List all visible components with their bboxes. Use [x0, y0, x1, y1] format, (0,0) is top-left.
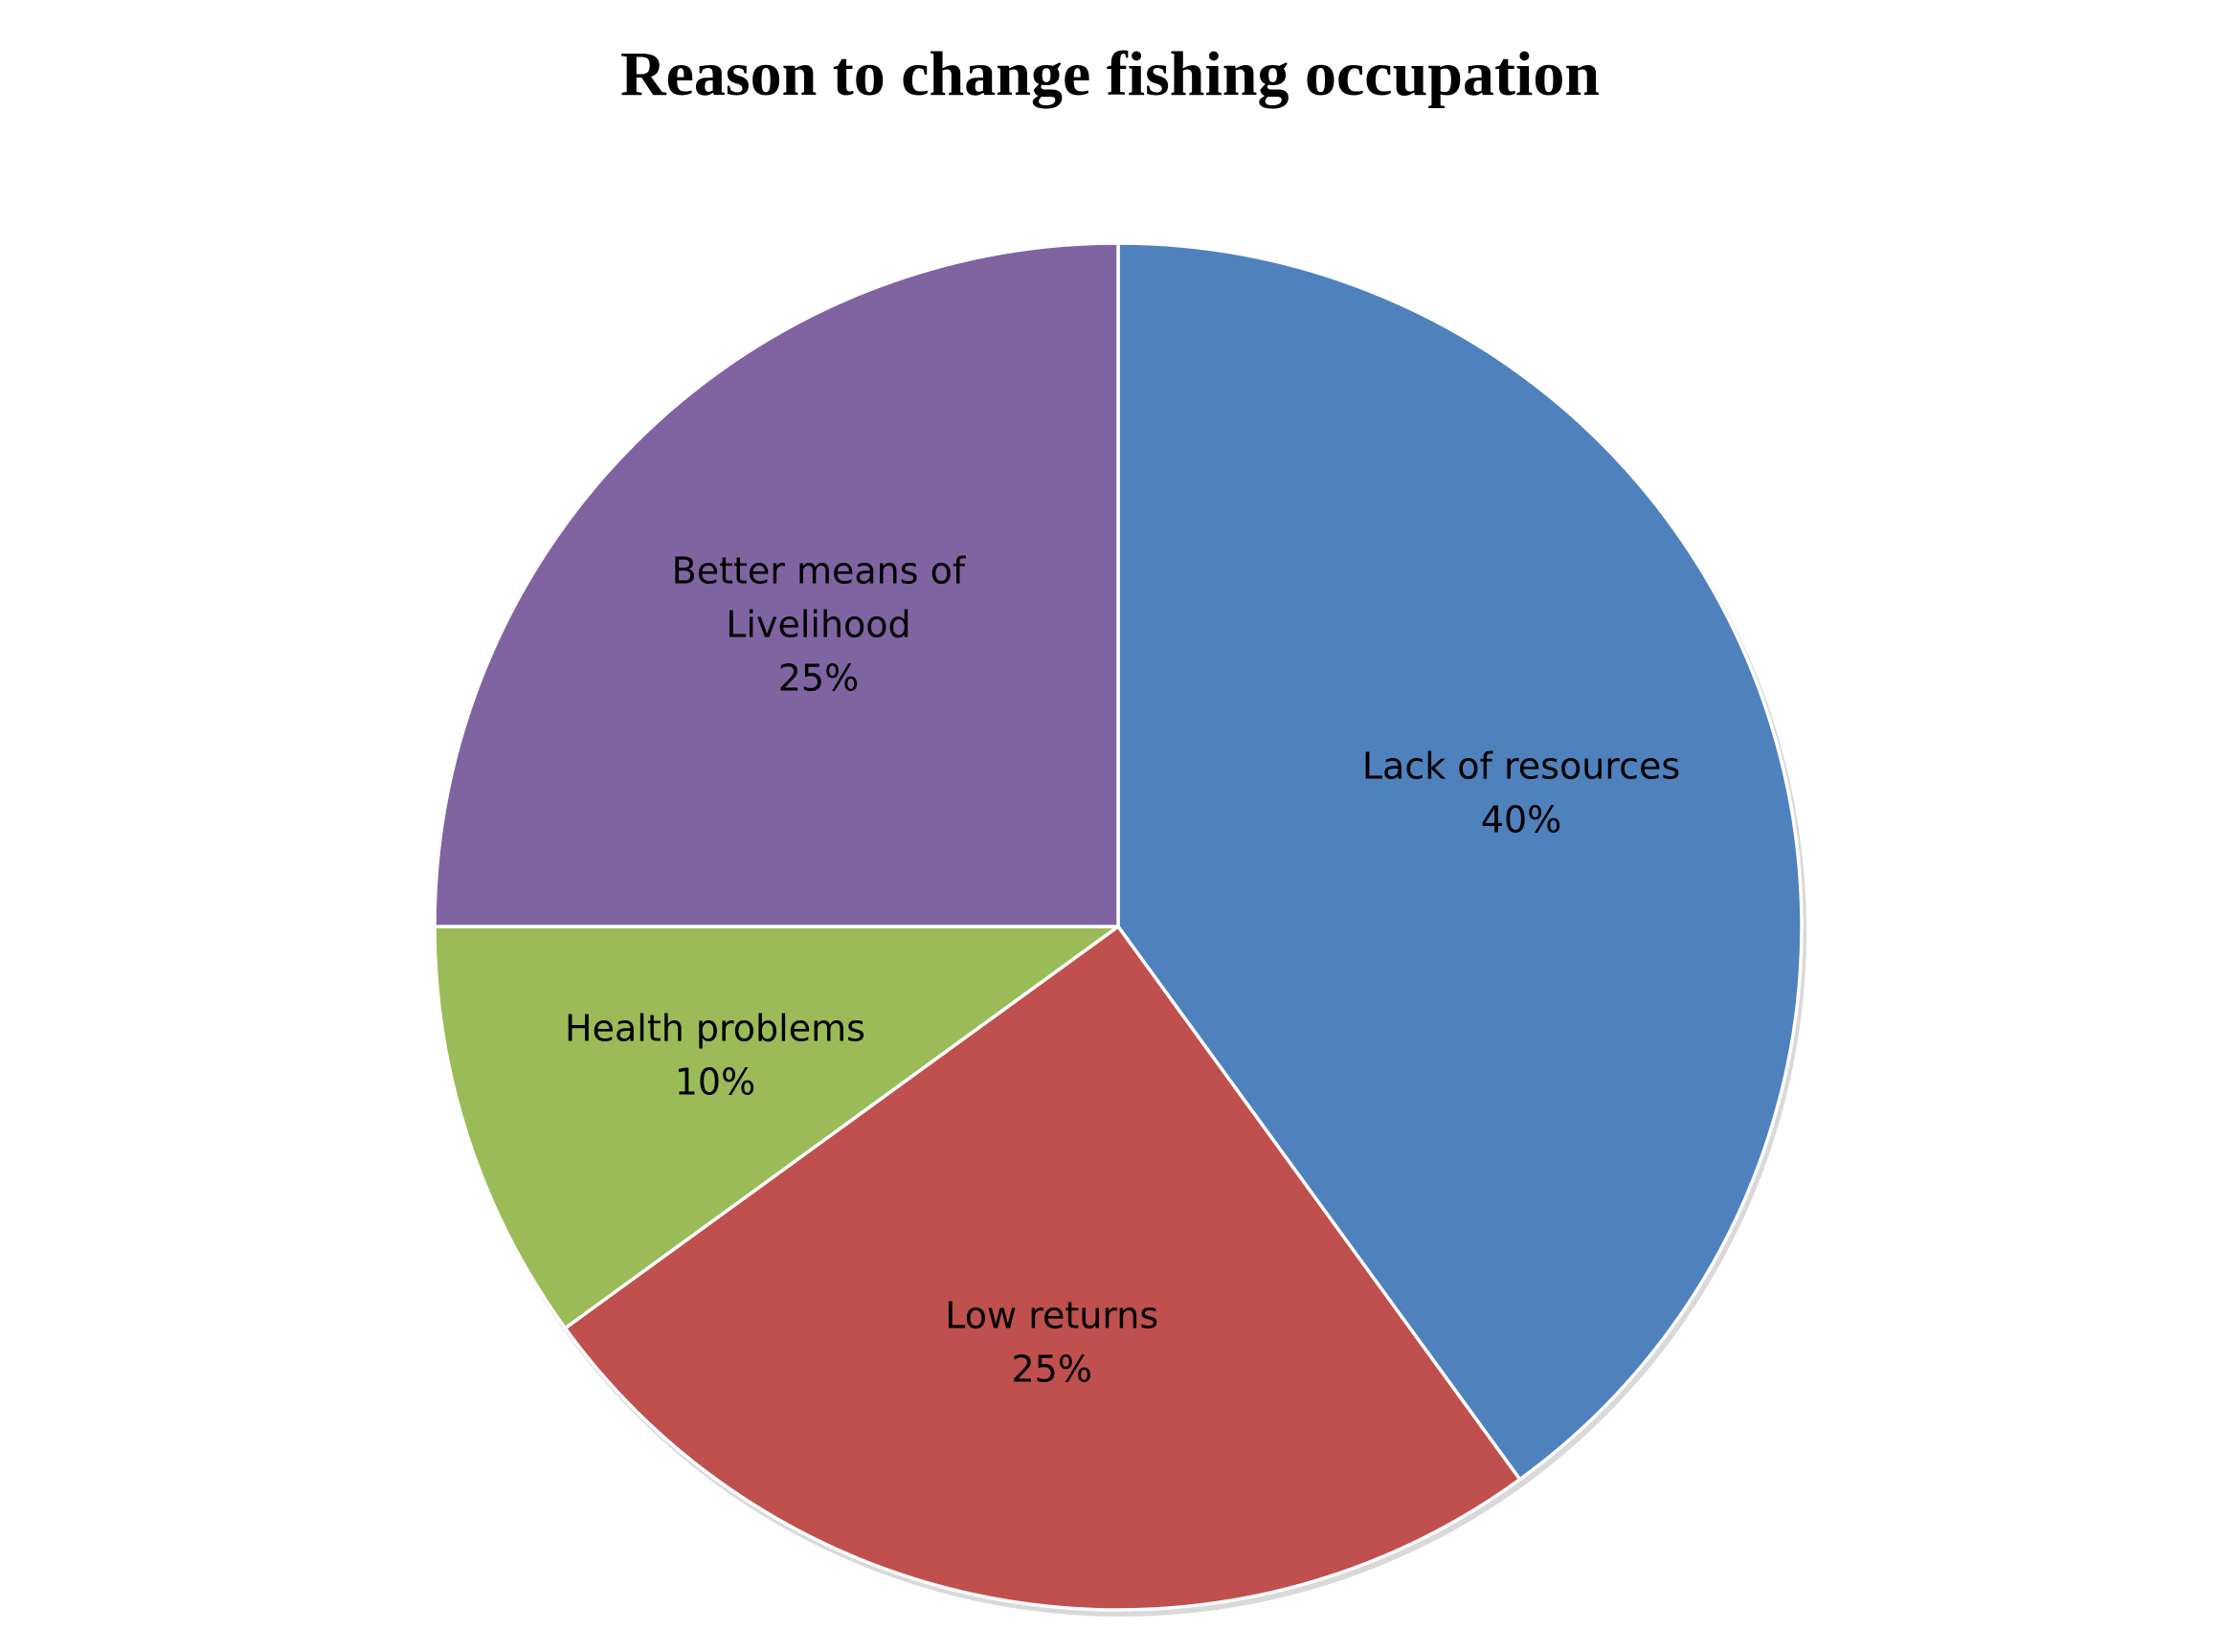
slice-category-label-3: Livelihood [726, 603, 910, 645]
chart-title: Reason to change fishing occupation [619, 39, 1601, 109]
slice-value-label-0: 40% [1481, 799, 1561, 841]
pie-labels: Lack of resources 40% Low returns 25% Health… [565, 549, 1680, 1390]
slice-category-label-1: Low returns [945, 1295, 1158, 1337]
slice-value-label-3: 25% [778, 657, 859, 699]
pie-slice-0 [1116, 241, 1804, 1482]
slice-value-label-2: 10% [675, 1060, 755, 1103]
slice-category-label-0: Lack of resources [1362, 746, 1680, 788]
slice-value-label-1: 25% [1012, 1349, 1092, 1391]
slice-category-label-2: Health problems [565, 1007, 865, 1049]
slice-category-label-3: Better means of [672, 549, 967, 592]
pie-slice-2 [433, 925, 1120, 1330]
pie-slice-3 [433, 241, 1120, 928]
pie-slice-1 [563, 925, 1522, 1612]
pie-slices [433, 241, 1804, 1612]
